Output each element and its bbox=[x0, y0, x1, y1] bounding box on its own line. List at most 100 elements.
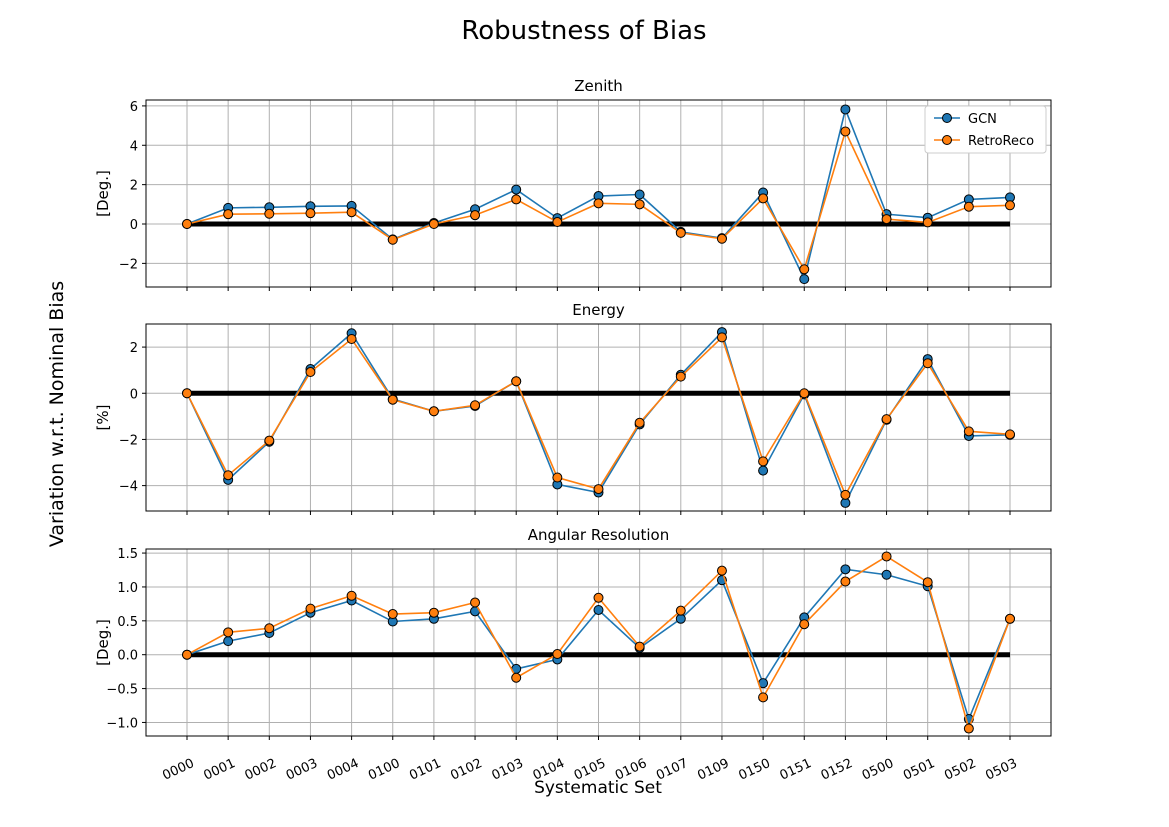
panel-title: Angular Resolution bbox=[528, 526, 669, 544]
data-point-retroreco bbox=[552, 472, 563, 483]
data-point-retroreco bbox=[470, 210, 481, 221]
data-point-retroreco bbox=[552, 649, 563, 660]
legend-label-retroreco: RetroReco bbox=[968, 134, 1034, 149]
data-point-retroreco bbox=[470, 597, 481, 608]
data-point-retroreco bbox=[182, 388, 192, 399]
data-point-gcn bbox=[758, 465, 769, 476]
data-point-retroreco bbox=[264, 208, 275, 219]
data-point-retroreco bbox=[593, 484, 604, 495]
axes-frame bbox=[145, 323, 1052, 512]
data-point-retroreco bbox=[799, 388, 810, 399]
x-tick-label: 0004 bbox=[325, 756, 361, 784]
data-point-gcn bbox=[511, 184, 522, 195]
y-tick-label: −2 bbox=[119, 257, 138, 272]
data-point-retroreco bbox=[716, 565, 727, 576]
panel-ylabel: [Deg.] bbox=[94, 170, 112, 217]
data-point-retroreco bbox=[264, 623, 275, 634]
data-point-retroreco bbox=[182, 219, 192, 230]
data-point-retroreco bbox=[387, 394, 398, 405]
x-tick-label: 0107 bbox=[654, 756, 690, 784]
legend: GCN RetroReco bbox=[924, 105, 1047, 154]
data-point-gcn bbox=[593, 604, 604, 615]
data-point-retroreco bbox=[1005, 200, 1015, 211]
y-tick-label: 2 bbox=[130, 341, 138, 356]
data-point-retroreco bbox=[922, 358, 933, 369]
data-point-retroreco bbox=[675, 605, 686, 616]
panel-zenith: −2 0 2 4 6 Zenith [Deg.] GCN RetroReco bbox=[94, 77, 1052, 291]
data-point-retroreco bbox=[963, 201, 974, 212]
x-tick-label: 0100 bbox=[366, 756, 402, 784]
figure-xlabel: Systematic Set bbox=[534, 778, 662, 798]
y-tick-label: −4 bbox=[119, 480, 138, 495]
data-point-retroreco bbox=[881, 551, 892, 562]
x-tick-label: 0151 bbox=[778, 756, 814, 784]
panel-title: Energy bbox=[572, 301, 625, 319]
data-point-retroreco bbox=[963, 723, 974, 734]
data-point-retroreco bbox=[223, 470, 234, 481]
data-point-retroreco bbox=[428, 219, 439, 230]
y-tick-label: 0 bbox=[130, 218, 138, 233]
panel-ylabel: [Deg.] bbox=[94, 619, 112, 666]
axes-frame bbox=[145, 548, 1052, 737]
data-point-retroreco bbox=[881, 414, 892, 425]
data-point-retroreco bbox=[634, 417, 645, 428]
figure-ylabel: Variation w.r.t. Nominal Bias bbox=[46, 281, 68, 547]
x-tick-label: 0101 bbox=[407, 756, 443, 784]
data-point-retroreco bbox=[305, 603, 316, 614]
data-point-retroreco bbox=[470, 400, 481, 411]
x-tick-label: 0500 bbox=[860, 756, 896, 784]
x-tick-label: 0002 bbox=[243, 756, 279, 784]
data-point-retroreco bbox=[223, 209, 234, 220]
x-tick-label: 0503 bbox=[983, 756, 1019, 784]
x-tick-label: 0109 bbox=[695, 756, 731, 784]
data-point-retroreco bbox=[593, 592, 604, 603]
y-tick-label: 0.0 bbox=[117, 649, 138, 664]
y-tick-label: 6 bbox=[130, 100, 138, 115]
data-point-retroreco bbox=[881, 214, 892, 225]
data-point-retroreco bbox=[716, 332, 727, 343]
y-tick-label: −2 bbox=[119, 433, 138, 448]
data-point-retroreco bbox=[758, 456, 769, 467]
data-point-retroreco bbox=[264, 435, 275, 446]
y-tick-label: −0.5 bbox=[106, 683, 138, 698]
data-point-retroreco bbox=[1005, 613, 1015, 624]
data-point-retroreco bbox=[799, 264, 810, 275]
x-tick-label: 0502 bbox=[942, 756, 978, 784]
data-point-retroreco bbox=[346, 207, 357, 218]
data-point-retroreco bbox=[346, 334, 357, 345]
x-tick-label: 0003 bbox=[284, 756, 320, 784]
data-point-gcn bbox=[634, 189, 645, 200]
data-point-retroreco bbox=[840, 126, 851, 137]
data-point-retroreco bbox=[840, 489, 851, 500]
data-point-retroreco bbox=[223, 627, 234, 638]
data-point-retroreco bbox=[428, 406, 439, 417]
legend-marker-retroreco bbox=[942, 135, 952, 145]
y-tick-label: 1.0 bbox=[117, 581, 138, 596]
y-tick-label: 0.5 bbox=[117, 615, 138, 630]
y-tick-label: 4 bbox=[130, 139, 138, 154]
data-point-retroreco bbox=[346, 590, 357, 601]
data-point-retroreco bbox=[182, 649, 192, 660]
data-point-gcn bbox=[223, 636, 234, 647]
axes-frame bbox=[145, 99, 1052, 288]
data-point-retroreco bbox=[511, 194, 522, 205]
x-tick-label: 0152 bbox=[819, 756, 855, 784]
data-point-retroreco bbox=[511, 376, 522, 387]
data-point-retroreco bbox=[634, 641, 645, 652]
data-point-retroreco bbox=[305, 208, 316, 219]
x-tick-label: 0501 bbox=[901, 756, 937, 784]
y-tick-label: 0 bbox=[130, 387, 138, 402]
data-point-retroreco bbox=[922, 577, 933, 588]
data-point-retroreco bbox=[552, 217, 563, 228]
data-point-retroreco bbox=[428, 607, 439, 618]
data-point-retroreco bbox=[675, 227, 686, 238]
y-tick-label: 2 bbox=[130, 179, 138, 194]
x-tick-label: 0001 bbox=[202, 756, 238, 784]
x-tick-label: 0102 bbox=[448, 756, 484, 784]
x-tick-label: 0150 bbox=[736, 756, 772, 784]
figure-title: Robustness of Bias bbox=[461, 16, 706, 46]
data-point-gcn bbox=[881, 569, 892, 580]
data-point-retroreco bbox=[593, 198, 604, 209]
data-point-retroreco bbox=[387, 234, 398, 245]
